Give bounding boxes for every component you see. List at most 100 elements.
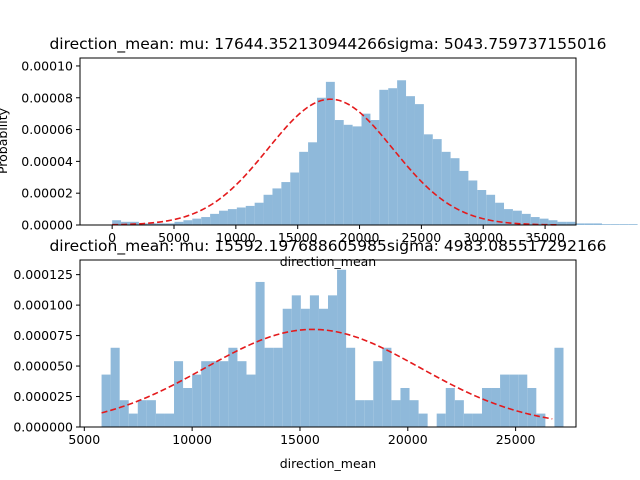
top-chart-plot-frame [79,57,577,226]
top-chart-bar [316,97,326,225]
top-chart-bar [504,209,513,225]
top-chart-bar [459,170,469,225]
top-chart-x-tick-label: 25000 [402,230,442,245]
bottom-chart-bar [201,361,211,427]
top-chart-bar [308,142,317,225]
top-chart-bar [147,223,157,225]
bottom-chart-bar [300,308,310,427]
top-chart-bar [263,194,273,225]
bottom-chart-bar [210,361,220,427]
top-chart-bar [388,88,398,225]
top-chart-bar [539,218,549,225]
bottom-chart-plot-frame [79,259,577,428]
bottom-chart-bar [219,361,229,427]
top-chart-bar [397,80,407,226]
bottom-chart-bar [119,400,129,427]
bottom-chart-bar [282,308,292,427]
bottom-chart-bar [328,295,338,427]
bottom-chart-y-tick-label: 0.000025 [13,389,73,404]
bottom-histogram-chart: direction_mean: mu: 15592.197688605985si… [13,237,606,471]
top-chart-bar [432,139,442,225]
top-chart-x-tick-label: 5000 [158,230,190,245]
bottom-chart-bar [164,413,175,427]
top-chart-bar [254,202,264,225]
bottom-chart-bar [291,295,301,427]
top-chart-bar [548,220,558,225]
bottom-chart-bar [509,374,519,427]
top-chart-bar [361,113,371,225]
top-chart-bar [272,188,282,225]
bottom-chart-x-axis-label: direction_mean [280,456,376,471]
bottom-chart-x-tick-label: 20000 [388,432,428,447]
top-chart-bar [593,223,602,225]
bottom-chart-title: direction_mean: mu: 15592.197688605985si… [49,237,606,256]
top-chart-y-axis-label: Probability [0,107,10,174]
top-chart-bar [352,126,362,225]
bottom-chart-bar [445,387,455,427]
bottom-chart-bar [174,361,184,427]
top-chart-bar [121,221,130,225]
top-chart-bars [112,80,638,226]
top-chart-bar [477,190,487,225]
top-chart-bar [619,224,629,225]
bottom-chart-bar [463,413,473,427]
bottom-chart-bar [355,400,365,427]
top-chart-bar [406,96,415,225]
top-chart-bar [219,210,228,225]
bottom-chart-bar [337,269,347,427]
top-chart-bar [290,172,300,225]
top-chart-bar [183,220,193,225]
top-chart-bar [530,217,540,225]
bottom-chart-y-tick-label: 0.000075 [13,328,73,343]
bottom-chart-bar [382,347,392,427]
bottom-chart-bar [273,347,283,427]
top-chart-bar [441,151,451,225]
bottom-chart-bar [391,400,401,427]
bottom-chart-bar [101,374,111,427]
top-chart-bar [495,202,505,225]
bottom-chart-x-tick-label: 25000 [496,432,536,447]
bottom-chart-bars [101,269,564,427]
bottom-chart-bar [255,281,265,427]
top-chart-y-tick-label: 0.00000 [21,218,73,233]
top-chart-x-axis-label: direction_mean [280,254,376,269]
bottom-chart-bar [155,413,165,427]
bottom-chart-bar [246,374,256,427]
bottom-chart-bar [318,308,328,427]
top-chart-x-tick-label: 35000 [525,230,565,245]
top-chart-x-ticks: 0 5000 10000 15000 20000 25000 30000 35000 [108,225,565,245]
bottom-chart-bar [518,374,528,427]
bottom-chart-bar [409,400,419,427]
bottom-chart-bar [454,400,464,427]
top-histogram-chart: direction_mean: mu: 17644.352130944266si… [0,35,638,269]
bottom-chart-x-tick-label: 10000 [172,432,212,447]
bottom-chart-bar [400,387,410,427]
bottom-chart-x-ticks: 5000 10000 15000 20000 25000 [68,427,536,447]
bottom-chart-bar [137,400,147,427]
bottom-chart-bar [264,347,274,427]
top-chart-bar [156,223,166,225]
bottom-chart-bar [536,413,546,427]
top-chart-bar [165,223,175,225]
top-chart-bar [584,223,594,225]
bottom-chart-bar [146,400,156,427]
bottom-chart-bar [527,387,537,427]
top-chart-bar [566,221,576,225]
bottom-chart-x-tick-label: 5000 [68,432,100,447]
top-chart-x-tick-label: 30000 [463,230,503,245]
top-chart-x-tick-label: 20000 [340,230,380,245]
top-chart-bar [299,151,309,225]
top-chart-fit-curve [112,98,558,226]
bottom-chart-bar [491,387,501,427]
bottom-chart-bar [364,400,374,427]
bottom-chart-fit-curve [101,328,553,420]
top-chart-bar [334,120,344,225]
top-chart-bar [601,224,611,225]
bottom-chart-bar [110,347,120,427]
top-chart-bar [414,104,424,225]
top-chart-bar [236,207,246,225]
top-chart-bar [227,209,237,225]
top-chart-bar [610,224,620,225]
top-chart-y-tick-label: 0.00002 [21,186,73,201]
